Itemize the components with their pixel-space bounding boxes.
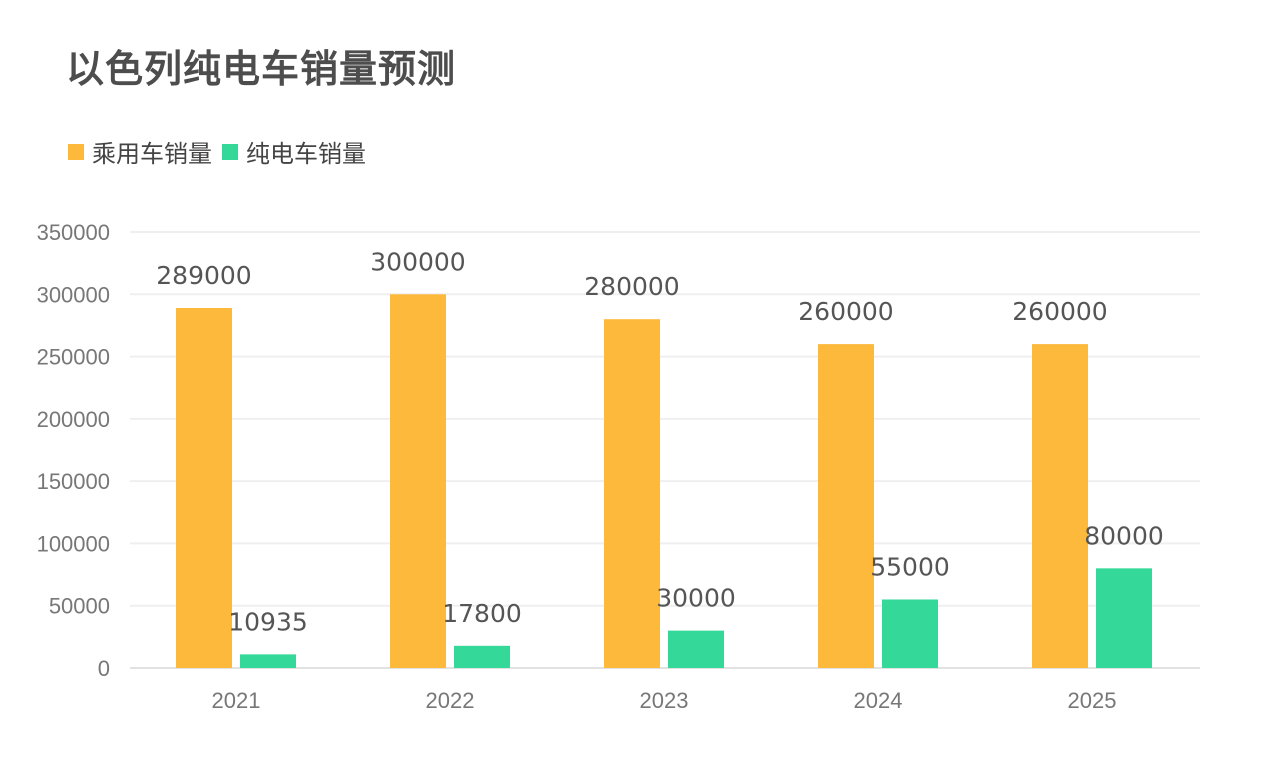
y-tick-label-300000: 300000 — [37, 282, 110, 307]
x-axis-ticks: 2021 2022 2023 2024 2025 — [212, 688, 1117, 713]
data-label-ev-2024: 55000 — [870, 552, 950, 581]
x-tick-label-2024: 2024 — [854, 688, 903, 713]
legend-label-ev: 纯电车销量 — [246, 140, 366, 168]
legend-label-passenger: 乘用车销量 — [92, 140, 212, 168]
data-labels: 289000 10935 300000 17800 280000 30000 260000 5… — [156, 247, 1163, 636]
data-label-passenger-2024: 260000 — [798, 297, 893, 326]
data-label-passenger-2022: 300000 — [370, 247, 465, 276]
bar-passenger-2023 — [604, 319, 660, 668]
x-tick-label-2025: 2025 — [1068, 688, 1117, 713]
data-label-passenger-2023: 280000 — [584, 272, 679, 301]
y-axis-ticks: 0 50000 100000 150000 200000 250000 300000 3500… — [37, 220, 110, 681]
x-tick-label-2023: 2023 — [640, 688, 689, 713]
data-label-ev-2021: 10935 — [228, 607, 308, 636]
legend-swatch-ev — [222, 143, 238, 160]
bar-passenger-2025 — [1032, 344, 1088, 668]
legend: 乘用车销量 纯电车销量 — [68, 134, 376, 169]
grid-lines — [130, 231, 1200, 669]
legend-item-ev[interactable]: 纯电车销量 — [222, 134, 366, 169]
bar-ev-2021 — [240, 654, 296, 668]
bar-ev-2023 — [668, 630, 724, 668]
legend-item-passenger[interactable]: 乘用车销量 — [68, 134, 212, 169]
chart-title: 以色列纯电车销量预测 — [66, 47, 457, 91]
data-label-passenger-2025: 260000 — [1012, 297, 1107, 326]
data-label-ev-2022: 17800 — [442, 599, 522, 628]
bar-passenger-2022 — [390, 294, 446, 668]
x-tick-label-2022: 2022 — [426, 688, 475, 713]
data-label-ev-2023: 30000 — [656, 584, 736, 613]
y-tick-label-350000: 350000 — [37, 220, 110, 245]
bar-ev-2022 — [454, 645, 510, 668]
y-tick-label-250000: 250000 — [37, 345, 110, 370]
bar-ev-2025 — [1096, 568, 1152, 668]
data-label-passenger-2021: 289000 — [156, 261, 251, 290]
y-tick-label-0: 0 — [98, 656, 110, 681]
x-tick-label-2021: 2021 — [212, 688, 261, 713]
bars — [176, 294, 1152, 668]
bar-ev-2024 — [882, 599, 938, 668]
legend-swatch-passenger — [68, 143, 84, 160]
y-tick-label-150000: 150000 — [37, 469, 110, 494]
y-tick-label-100000: 100000 — [37, 531, 110, 556]
data-label-ev-2025: 80000 — [1084, 521, 1164, 550]
y-tick-label-50000: 50000 — [49, 594, 110, 619]
y-tick-label-200000: 200000 — [37, 407, 110, 432]
bar-passenger-2024 — [818, 344, 874, 668]
bar-passenger-2021 — [176, 307, 232, 668]
